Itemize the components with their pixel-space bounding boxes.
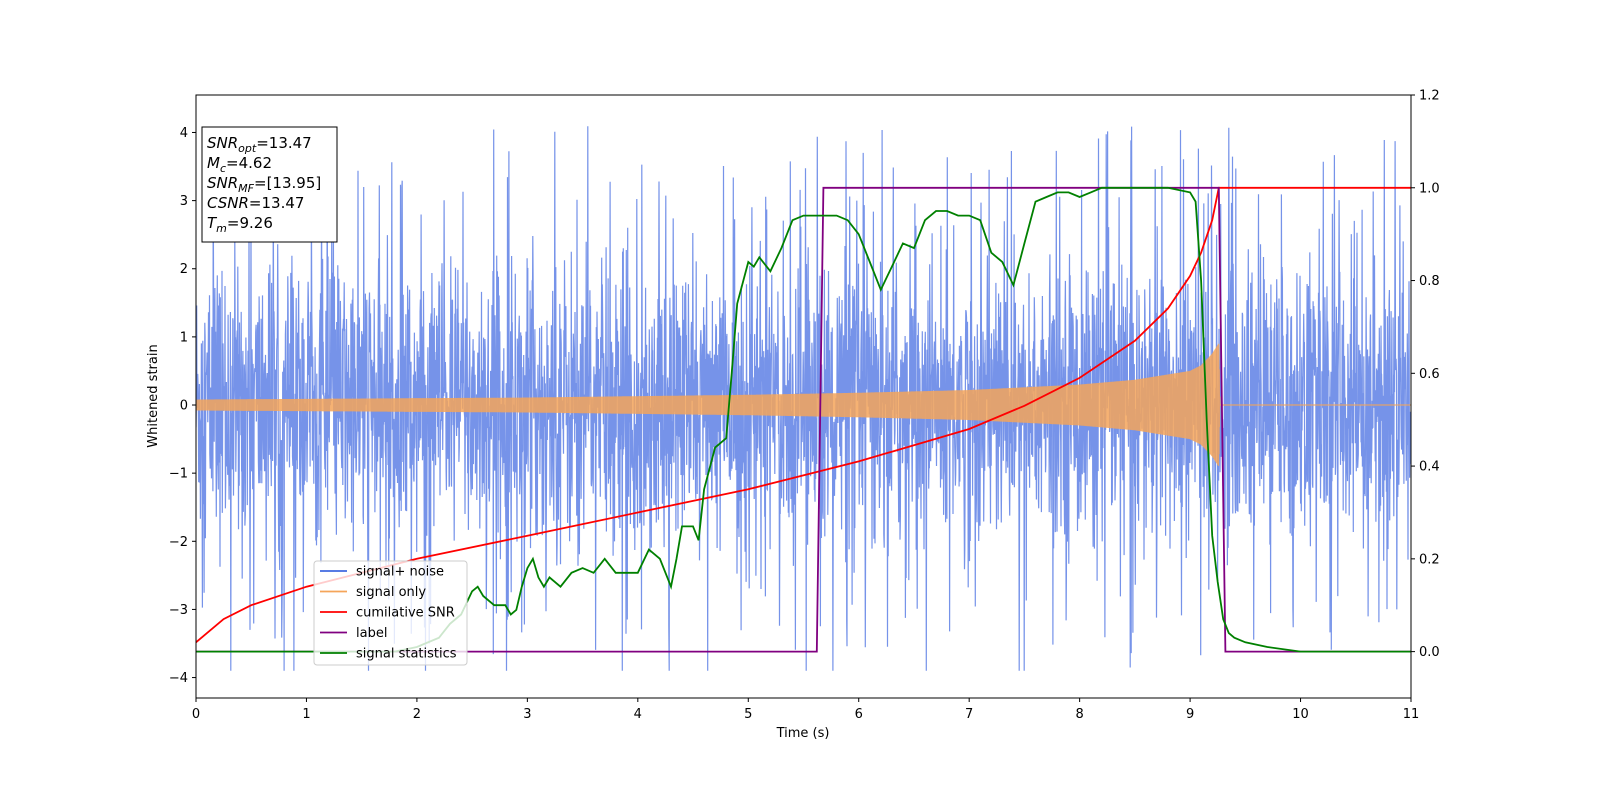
y-left-tick-label: −4	[169, 671, 188, 686]
y-left-tick-label: 4	[180, 126, 188, 141]
series-line-signal-only	[196, 343, 1411, 466]
y-left-tick-label: 0	[180, 399, 188, 414]
x-tick-label: 8	[1075, 707, 1083, 722]
y-axis-label: Whitened strain	[146, 344, 161, 447]
legend-frame	[313, 560, 468, 666]
annotation-line: CSNR=13.47	[207, 194, 304, 212]
legend: signal+ noise signal only cumilative SNR la…	[313, 560, 468, 666]
series-line-signal-noise	[196, 126, 1411, 671]
x-axis: 0 1 2 3 4 5 6 7 8 9 10 11	[192, 698, 1419, 722]
x-tick-label: 1	[302, 707, 310, 722]
x-tick-label: 5	[744, 707, 752, 722]
legend-label: signal statistics	[356, 647, 457, 662]
annotation-line: Tm=9.26	[207, 214, 273, 235]
x-tick-label: 4	[634, 707, 642, 722]
series-signal-noise	[196, 126, 1411, 671]
annotation-line: SNRopt=13.47	[207, 134, 312, 155]
x-tick-label: 3	[523, 707, 531, 722]
y-right-tick-label: 0.2	[1419, 552, 1440, 567]
x-tick-label: 7	[965, 707, 973, 722]
y-axis-left: −4 −3 −2 −1 0 1 2 3 4	[169, 126, 196, 686]
y-left-tick-label: −3	[169, 603, 188, 618]
y-left-tick-label: −1	[169, 467, 188, 482]
annotation-frame	[201, 126, 338, 243]
y-right-tick-label: 1.0	[1419, 181, 1440, 196]
legend-label: signal+ noise	[356, 565, 444, 580]
annotation-line: Mc=4.62	[207, 154, 272, 175]
x-tick-label: 11	[1403, 707, 1420, 722]
y-right-tick-label: 0.4	[1419, 460, 1440, 475]
y-left-tick-label: 1	[180, 330, 188, 345]
y-right-tick-label: 1.2	[1419, 89, 1440, 104]
legend-label: cumilative SNR	[356, 606, 455, 621]
x-tick-label: 6	[855, 707, 863, 722]
legend-label: signal only	[356, 585, 426, 600]
y-axis-right: 0.0 0.2 0.4 0.6 0.8 1.0 1.2	[1411, 89, 1440, 660]
plot-frame	[195, 94, 1412, 699]
x-tick-label: 9	[1186, 707, 1194, 722]
annotation-box: SNRopt=13.47Mc=4.62SNRMF=[13.95]CSNR=13.…	[201, 126, 338, 243]
series-label	[196, 186, 1411, 653]
x-axis-label: Time (s)	[776, 726, 830, 741]
legend-label: label	[356, 626, 387, 641]
x-tick-label: 2	[413, 707, 421, 722]
series-signal-statistics	[196, 186, 1411, 653]
y-right-tick-label: 0.6	[1419, 367, 1440, 382]
series-line-signal-statistics	[196, 186, 1411, 653]
annotation-line: SNRMF=[13.95]	[207, 174, 321, 195]
y-left-tick-label: −2	[169, 535, 188, 550]
y-left-tick-label: 2	[180, 262, 188, 277]
series-line-label	[196, 186, 1411, 653]
series-signal-only	[196, 343, 1411, 466]
y-right-tick-label: 0.0	[1419, 645, 1440, 660]
x-tick-label: 0	[192, 707, 200, 722]
y-right-tick-label: 0.8	[1419, 274, 1440, 289]
y-left-tick-label: 3	[180, 194, 188, 209]
x-tick-label: 10	[1292, 707, 1309, 722]
